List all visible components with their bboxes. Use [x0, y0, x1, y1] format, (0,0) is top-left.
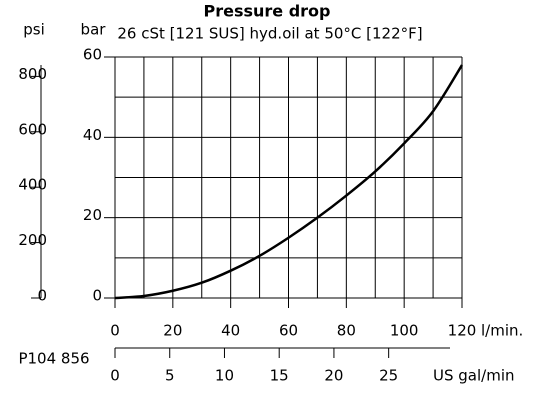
curve — [114, 64, 464, 300]
y-axis-label: bar — [81, 21, 107, 39]
x-tick-label: 60 — [279, 322, 298, 340]
y-tick-label: 40 — [83, 126, 102, 144]
y2-tick-label: 400 — [18, 176, 47, 194]
x-tick-label: 120 — [448, 322, 477, 340]
x2-tick-label: 15 — [270, 367, 289, 385]
y2-tick-label: 0 — [37, 287, 47, 305]
x2-tick-label: 20 — [324, 367, 343, 385]
y-tick-label: 20 — [83, 206, 102, 224]
x2-axis-label: US gal/min — [433, 367, 515, 385]
x-tick-label: 20 — [163, 322, 182, 340]
x2-tick-label: 25 — [379, 367, 398, 385]
y2-tick-label: 800 — [18, 65, 47, 83]
x2-tick-label: 5 — [165, 367, 175, 385]
y-tick-label: 60 — [83, 46, 102, 64]
x-axis-label: l/min. — [481, 322, 523, 340]
x-tick-label: 40 — [221, 322, 240, 340]
chart-subtitle: 26 cSt [121 SUS] hyd.oil at 50°C [122°F] — [117, 25, 422, 43]
y2-tick-label: 600 — [18, 120, 47, 138]
y2-axis-label: psi — [23, 21, 45, 39]
y2-tick-label: 200 — [18, 231, 47, 249]
annotation: P104 856 — [18, 350, 89, 368]
x-tick-label: 0 — [110, 322, 120, 340]
y-tick-label: 0 — [92, 287, 102, 305]
chart-title: Pressure drop — [203, 2, 330, 21]
x2-tick-label: 10 — [215, 367, 234, 385]
x-tick-label: 80 — [337, 322, 356, 340]
x-tick-label: 100 — [390, 322, 419, 340]
x2-tick-label: 0 — [110, 367, 120, 385]
